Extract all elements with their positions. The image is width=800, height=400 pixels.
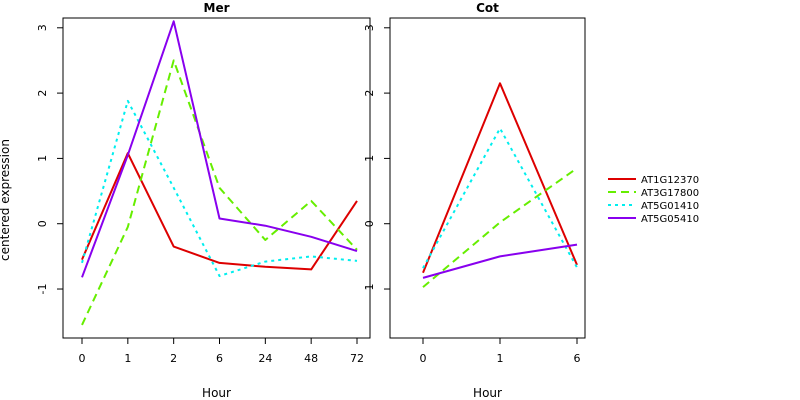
legend-item: AT1G12370 — [608, 175, 699, 186]
legend-item: AT5G05410 — [608, 214, 699, 225]
series-line-at3g17800 — [81, 59, 358, 326]
y-tick-label: -1 — [363, 284, 376, 295]
series-line-at5g01410 — [81, 99, 358, 277]
x-tick-label: 72 — [350, 352, 364, 365]
x-tick-label: 1 — [497, 352, 504, 365]
x-tick-label: 24 — [258, 352, 272, 365]
y-tick-label: -1 — [36, 284, 49, 295]
legend-item: AT5G01410 — [608, 201, 699, 212]
series-line-at3g17800 — [422, 167, 578, 288]
x-axis-label: Hour — [202, 386, 231, 400]
x-tick-label: 2 — [170, 352, 177, 365]
y-tick-label: 1 — [36, 155, 49, 162]
panel-mer: Mer -1 0 1 2 3 0 1 2 6 24 48 72 Hour — [36, 1, 371, 400]
series-line-at1g12370 — [81, 152, 358, 271]
series-line-at1g12370 — [422, 82, 578, 274]
y-tick-label: 1 — [363, 155, 376, 162]
legend-label: AT1G12370 — [641, 175, 699, 186]
y-tick-label: 2 — [363, 90, 376, 97]
legend-item: AT3G17800 — [608, 188, 699, 199]
x-tick-label: 0 — [420, 352, 427, 365]
y-tick-label: 3 — [363, 24, 376, 31]
y-tick-label: 0 — [36, 220, 49, 227]
x-tick-label: 6 — [574, 352, 581, 365]
x-tick-label: 0 — [79, 352, 86, 365]
plot-frame — [62, 17, 371, 339]
plot-frame — [389, 17, 586, 339]
series-line-at5g05410 — [422, 243, 578, 279]
x-axis-label: Hour — [473, 386, 502, 400]
panel-title: Cot — [476, 1, 499, 15]
legend: AT1G12370 AT3G17800 AT5G01410 AT5G05410 — [608, 175, 699, 225]
y-tick-label: 3 — [36, 24, 49, 31]
x-tick-label: 48 — [304, 352, 318, 365]
series-line-at5g05410 — [81, 20, 358, 278]
panel-cot: Cot -1 0 1 2 3 0 1 6 Hour — [363, 1, 586, 400]
y-tick-label: 0 — [363, 220, 376, 227]
legend-label: AT3G17800 — [641, 188, 699, 199]
legend-label: AT5G01410 — [641, 201, 699, 212]
y-tick-label: 2 — [36, 90, 49, 97]
x-tick-label: 1 — [124, 352, 131, 365]
panel-title: Mer — [204, 1, 230, 15]
x-tick-label: 6 — [216, 352, 223, 365]
y-axis-label: centered expression — [0, 139, 12, 261]
legend-label: AT5G05410 — [641, 214, 699, 225]
